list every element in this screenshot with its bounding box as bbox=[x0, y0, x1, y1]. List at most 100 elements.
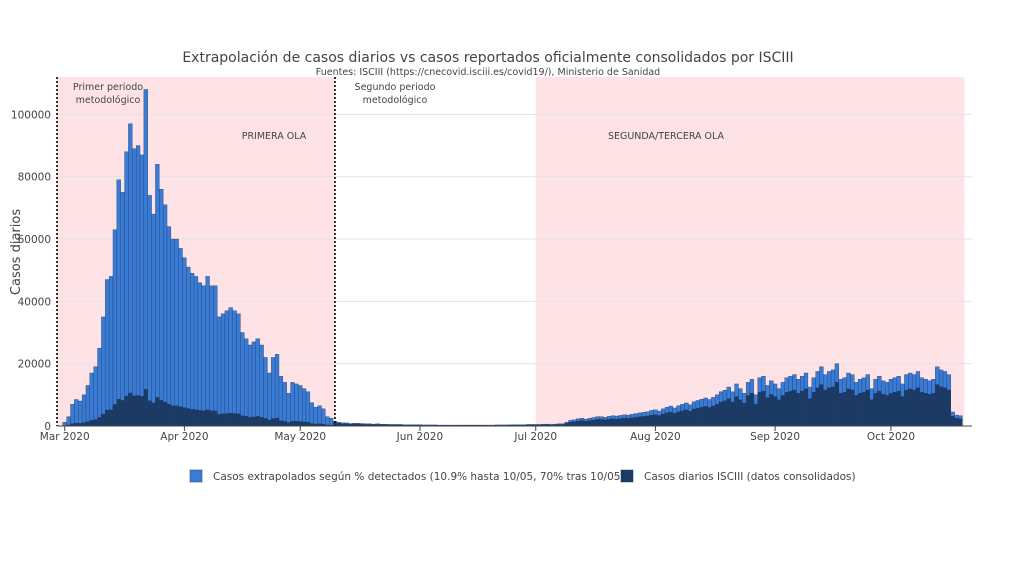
bar[interactable] bbox=[287, 393, 291, 426]
bar[interactable] bbox=[240, 416, 244, 426]
bar[interactable] bbox=[785, 392, 789, 426]
bar[interactable] bbox=[812, 392, 816, 426]
bar[interactable] bbox=[958, 419, 962, 426]
bar[interactable] bbox=[792, 390, 796, 426]
bar[interactable] bbox=[74, 400, 78, 426]
bar[interactable] bbox=[252, 342, 256, 426]
bar[interactable] bbox=[777, 400, 781, 426]
bar[interactable] bbox=[796, 393, 800, 426]
bar[interactable] bbox=[708, 407, 712, 426]
bar[interactable] bbox=[715, 404, 719, 426]
bar[interactable] bbox=[769, 394, 773, 426]
bar[interactable] bbox=[94, 367, 98, 426]
bar[interactable] bbox=[291, 421, 295, 426]
bar[interactable] bbox=[711, 406, 715, 426]
bar[interactable] bbox=[152, 403, 156, 426]
bar[interactable] bbox=[233, 414, 237, 426]
bar[interactable] bbox=[152, 214, 156, 426]
bar[interactable] bbox=[125, 152, 129, 426]
bar[interactable] bbox=[175, 406, 179, 426]
bar[interactable] bbox=[854, 395, 858, 426]
bar[interactable] bbox=[252, 417, 256, 426]
bar[interactable] bbox=[831, 387, 835, 426]
bar[interactable] bbox=[569, 422, 573, 426]
bar[interactable] bbox=[889, 393, 893, 426]
bar[interactable] bbox=[132, 396, 136, 426]
bar[interactable] bbox=[862, 392, 866, 426]
bar[interactable] bbox=[596, 419, 600, 426]
bar[interactable] bbox=[275, 418, 279, 426]
bar[interactable] bbox=[924, 393, 928, 426]
bar[interactable] bbox=[237, 314, 241, 426]
bar[interactable] bbox=[943, 388, 947, 426]
bar[interactable] bbox=[213, 411, 217, 426]
bar[interactable] bbox=[835, 382, 839, 426]
bar[interactable] bbox=[98, 417, 102, 426]
bar[interactable] bbox=[584, 421, 588, 426]
bar[interactable] bbox=[321, 409, 325, 426]
bar[interactable] bbox=[283, 382, 287, 426]
bar[interactable] bbox=[897, 391, 901, 426]
bar[interactable] bbox=[603, 420, 607, 426]
bar[interactable] bbox=[163, 402, 167, 426]
bar[interactable] bbox=[870, 400, 874, 426]
bar[interactable] bbox=[692, 409, 696, 426]
bar[interactable] bbox=[210, 411, 214, 426]
bar[interactable] bbox=[607, 419, 611, 426]
bar[interactable] bbox=[920, 392, 924, 426]
bar[interactable] bbox=[175, 239, 179, 426]
bar[interactable] bbox=[294, 421, 298, 426]
bar[interactable] bbox=[179, 407, 183, 426]
bar[interactable] bbox=[881, 394, 885, 426]
bar[interactable] bbox=[623, 418, 627, 426]
bar[interactable] bbox=[144, 389, 148, 426]
bar[interactable] bbox=[264, 357, 268, 426]
bar[interactable] bbox=[858, 393, 862, 426]
bar[interactable] bbox=[159, 400, 163, 426]
bar[interactable] bbox=[684, 410, 688, 426]
bar[interactable] bbox=[237, 414, 241, 426]
bar[interactable] bbox=[816, 388, 820, 426]
bar[interactable] bbox=[750, 393, 754, 426]
bar[interactable] bbox=[194, 276, 198, 426]
bar[interactable] bbox=[225, 414, 229, 426]
bar[interactable] bbox=[762, 391, 766, 426]
bar[interactable] bbox=[78, 401, 82, 426]
bar[interactable] bbox=[155, 164, 159, 426]
bar[interactable] bbox=[271, 419, 275, 426]
bar[interactable] bbox=[121, 192, 125, 426]
bar[interactable] bbox=[206, 410, 210, 426]
bar[interactable] bbox=[877, 391, 881, 426]
bar[interactable] bbox=[109, 276, 113, 426]
bar[interactable] bbox=[669, 412, 673, 426]
bar[interactable] bbox=[256, 416, 260, 426]
bar[interactable] bbox=[206, 276, 210, 426]
bar[interactable] bbox=[182, 258, 186, 426]
bar[interactable] bbox=[271, 357, 275, 426]
bar[interactable] bbox=[298, 422, 302, 426]
bar[interactable] bbox=[117, 399, 121, 426]
bar[interactable] bbox=[951, 416, 955, 426]
bar[interactable] bbox=[808, 399, 812, 426]
bar[interactable] bbox=[279, 376, 283, 426]
bar[interactable] bbox=[742, 403, 746, 426]
bar[interactable] bbox=[217, 414, 221, 426]
bar[interactable] bbox=[167, 404, 171, 426]
bar[interactable] bbox=[947, 390, 951, 426]
bar[interactable] bbox=[82, 395, 86, 426]
bar[interactable] bbox=[94, 420, 98, 426]
bar[interactable] bbox=[673, 413, 677, 426]
bar[interactable] bbox=[182, 408, 186, 426]
bar[interactable] bbox=[723, 401, 727, 426]
bar[interactable] bbox=[113, 230, 117, 426]
bar[interactable] bbox=[893, 392, 897, 426]
bar[interactable] bbox=[90, 373, 94, 426]
bar[interactable] bbox=[298, 385, 302, 426]
bar[interactable] bbox=[850, 390, 854, 426]
bar[interactable] bbox=[642, 416, 646, 426]
bar[interactable] bbox=[167, 227, 171, 426]
bar[interactable] bbox=[646, 416, 650, 426]
bar[interactable] bbox=[681, 411, 685, 426]
bar[interactable] bbox=[827, 388, 831, 426]
bar[interactable] bbox=[221, 314, 225, 426]
